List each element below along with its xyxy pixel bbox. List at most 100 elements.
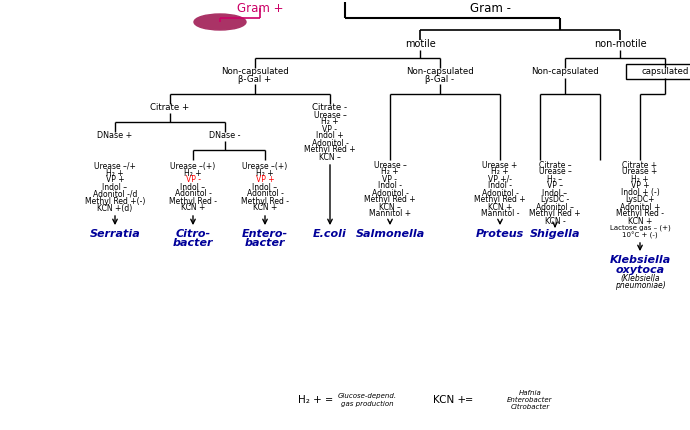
Text: 10°C + (-): 10°C + (-) <box>622 231 658 239</box>
Text: bacter: bacter <box>245 238 285 248</box>
Text: Adonitol -: Adonitol - <box>312 138 348 147</box>
Text: Urease –(+): Urease –(+) <box>170 162 215 171</box>
Text: Non-capsulated: Non-capsulated <box>221 68 289 77</box>
Text: VP -: VP - <box>322 125 337 133</box>
Text: KCN –: KCN – <box>379 203 401 212</box>
Text: Adonitol -: Adonitol - <box>482 188 518 197</box>
Text: Gram -: Gram - <box>469 1 511 15</box>
Text: VP -: VP - <box>382 175 397 184</box>
Text: Adonitol -: Adonitol - <box>175 190 211 199</box>
Text: KCN +: KCN + <box>628 216 652 225</box>
Text: Entero-: Entero- <box>242 229 288 239</box>
Text: β-Gal +: β-Gal + <box>238 74 272 83</box>
Text: KCN +: KCN + <box>488 203 512 212</box>
Text: KCN +(d): KCN +(d) <box>97 203 132 212</box>
Text: β-Gal -: β-Gal - <box>426 74 455 83</box>
Text: Mannitol +: Mannitol + <box>369 209 411 218</box>
Text: KCN +: KCN + <box>181 203 205 212</box>
Text: Lactose gas – (+): Lactose gas – (+) <box>610 225 671 231</box>
Text: Indol –: Indol – <box>542 188 568 197</box>
Text: Methyl Red -: Methyl Red - <box>169 197 217 206</box>
Text: H₂ –: H₂ – <box>547 175 562 184</box>
Text: VP +/-: VP +/- <box>488 175 512 184</box>
FancyBboxPatch shape <box>626 64 690 79</box>
Text: Citro-: Citro- <box>175 229 210 239</box>
Text: Methyl Red +: Methyl Red + <box>304 145 356 154</box>
Text: Citrobacter: Citrobacter <box>511 404 550 410</box>
Text: Urease –: Urease – <box>313 111 346 120</box>
Text: Indol -: Indol - <box>488 181 512 190</box>
Text: Adonitol –: Adonitol – <box>536 203 574 212</box>
Text: Indol –: Indol – <box>102 182 128 191</box>
Text: Proteus: Proteus <box>476 229 524 239</box>
Text: Adonitol -/d: Adonitol -/d <box>93 190 137 199</box>
Text: DNase -: DNase - <box>209 132 241 141</box>
Text: Adonitol -: Adonitol - <box>246 190 284 199</box>
Text: oxytoca: oxytoca <box>615 265 664 275</box>
Text: Methyl Red +(-): Methyl Red +(-) <box>85 197 145 206</box>
Text: Serratia: Serratia <box>90 229 140 239</box>
Text: KCN +: KCN + <box>253 203 277 212</box>
Text: H₂ +: H₂ + <box>381 168 399 176</box>
Text: DNase +: DNase + <box>97 132 132 141</box>
Text: Citrate +: Citrate + <box>150 104 190 113</box>
Text: pneumoniae): pneumoniae) <box>615 282 665 291</box>
Text: Methyl Red +: Methyl Red + <box>529 209 581 218</box>
Text: Gram +: Gram + <box>237 1 284 15</box>
Text: H₂ +: H₂ + <box>298 395 322 405</box>
Text: Methyl Red -: Methyl Red - <box>616 209 664 218</box>
Text: Urease +: Urease + <box>622 168 658 176</box>
Text: gas production: gas production <box>341 401 393 407</box>
Text: H₂ +: H₂ + <box>256 169 274 178</box>
Text: Citrate -: Citrate - <box>313 104 348 113</box>
Text: Mannitol -: Mannitol - <box>481 209 520 218</box>
Text: H₂ +: H₂ + <box>491 168 509 176</box>
Text: Methyl Red -: Methyl Red - <box>241 197 289 206</box>
Text: (Klebsiella: (Klebsiella <box>620 274 660 283</box>
Text: VP +: VP + <box>106 175 124 184</box>
Text: motile: motile <box>404 39 435 49</box>
Text: Citrate +: Citrate + <box>622 160 658 169</box>
Text: VP –: VP – <box>547 181 563 190</box>
Text: =: = <box>465 395 473 405</box>
Text: H₂ +: H₂ + <box>631 175 649 184</box>
Text: Urease –: Urease – <box>539 168 571 176</box>
Text: KCN +: KCN + <box>433 395 466 405</box>
Text: H₂ +: H₂ + <box>184 169 201 178</box>
Text: Salmonella: Salmonella <box>355 229 424 239</box>
Text: Shigella: Shigella <box>530 229 580 239</box>
Text: H₂ +: H₂ + <box>321 117 339 126</box>
Text: capsulated: capsulated <box>641 68 689 77</box>
Text: Urease –/+: Urease –/+ <box>94 162 136 171</box>
Text: Methyl Red +: Methyl Red + <box>364 196 416 205</box>
Text: VP +: VP + <box>256 175 275 184</box>
Ellipse shape <box>194 14 246 30</box>
Text: VP -: VP - <box>186 175 201 184</box>
Text: Indol –: Indol – <box>253 182 277 191</box>
Text: Glucose-depend.: Glucose-depend. <box>337 393 397 399</box>
Text: Non-capsulated: Non-capsulated <box>531 68 599 77</box>
Text: Urease –: Urease – <box>373 160 406 169</box>
Text: Indol -: Indol - <box>378 181 402 190</box>
Text: KCN –: KCN – <box>319 153 341 162</box>
Text: =: = <box>325 395 333 405</box>
Text: Adonitol +: Adonitol + <box>620 203 660 212</box>
Text: Hafnia: Hafnia <box>519 390 542 396</box>
Text: LysDC -: LysDC - <box>541 196 569 205</box>
Text: Methyl Red +: Methyl Red + <box>474 196 526 205</box>
Text: Indol + (-): Indol + (-) <box>620 188 660 197</box>
Text: Urease +: Urease + <box>482 160 518 169</box>
Text: Klebsiella: Klebsiella <box>609 255 671 265</box>
Text: H₂ +: H₂ + <box>106 169 124 178</box>
Text: VP +: VP + <box>631 181 649 190</box>
Text: non-motile: non-motile <box>593 39 647 49</box>
Text: bacter: bacter <box>172 238 213 248</box>
Text: Urease –(+): Urease –(+) <box>242 162 288 171</box>
Text: Non-capsulated: Non-capsulated <box>406 68 474 77</box>
Text: Adonitol -: Adonitol - <box>371 188 408 197</box>
Text: Citrate –: Citrate – <box>539 160 571 169</box>
Text: Indol +: Indol + <box>316 132 344 141</box>
Text: KCN -: KCN - <box>544 216 565 225</box>
Text: E.coli: E.coli <box>313 229 347 239</box>
Text: Enterobacter: Enterobacter <box>507 397 553 403</box>
